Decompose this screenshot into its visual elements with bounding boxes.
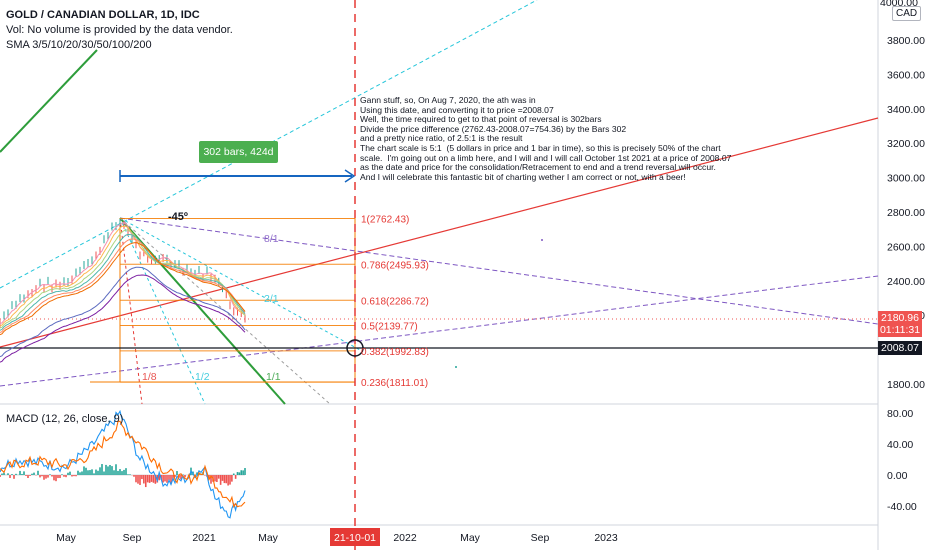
- sma-legend[interactable]: SMA 3/5/10/20/30/50/100/200: [6, 39, 152, 51]
- time-marker-badge: [330, 528, 380, 546]
- fib-level-label: 0.382(1992.83): [361, 347, 429, 358]
- fib-retracement[interactable]: [90, 217, 355, 383]
- fib-level-label: 0.5(2139.77): [361, 322, 418, 333]
- price-tick-label: 3200.00: [887, 138, 925, 150]
- countdown-value: 01:11:31: [879, 324, 921, 336]
- level-price-tag: [878, 341, 922, 355]
- price-tick-label: 2400.00: [887, 276, 925, 288]
- sma-line: [0, 229, 246, 329]
- macd-axis: 80.00 40.00 0.00 -40.00: [887, 408, 917, 513]
- gann-2-1-line: [119, 217, 361, 351]
- price-axis[interactable]: 3800.00 3600.00 3400.00 3200.00 3000.00 2800.…: [887, 35, 925, 391]
- price-tick-label: 2800.00: [887, 207, 925, 219]
- time-tick-label: May: [56, 532, 77, 544]
- time-tick-label: May: [258, 532, 279, 544]
- gann-labels: 8/1 2/1 1/8 1/2 1/1: [142, 233, 281, 383]
- time-tick-label: 2021: [192, 532, 216, 544]
- time-axis[interactable]: May Sep 2021 May 2022 May Sep 2023: [56, 532, 618, 544]
- time-marker-label: 21-10-01: [334, 532, 376, 544]
- macd-tick-label: 0.00: [887, 470, 908, 482]
- sma-line: [0, 233, 246, 331]
- gann-fan-label: 1/8: [142, 371, 157, 383]
- price-series: [0, 218, 246, 363]
- time-tick-label: May: [460, 532, 481, 544]
- target-circle: [346, 339, 364, 357]
- macd-pane: [0, 409, 246, 519]
- signal-line: [0, 420, 246, 509]
- price-tick-label: 3000.00: [887, 173, 925, 185]
- sma-line: [0, 222, 246, 325]
- macd-tick-label: 80.00: [887, 408, 913, 420]
- price-tick-label: 3400.00: [887, 104, 925, 116]
- top-price-tick: 4000.00: [880, 0, 918, 9]
- sma-line: [0, 274, 246, 363]
- level-price-value: 2008.07: [881, 342, 919, 354]
- price-tick-label: 2600.00: [887, 241, 925, 253]
- macd-tick-label: 40.00: [887, 439, 913, 451]
- price-tick-label: 3600.00: [887, 69, 925, 81]
- gann-fan-label: 1/2: [195, 371, 210, 383]
- time-tick-label: Sep: [123, 532, 142, 544]
- macd-tick-label: -40.00: [887, 501, 917, 513]
- macd-legend[interactable]: MACD (12, 26, close, 9): [6, 413, 124, 425]
- gann-1-2-line: [119, 217, 206, 405]
- sma-line: [0, 225, 246, 327]
- time-tick-label: Sep: [531, 532, 550, 544]
- green-trend-line: [0, 49, 98, 153]
- volume-notice: Vol: No volume is provided by the data v…: [6, 24, 233, 36]
- fib-labels: 1(2762.43) 0.786(2495.93) 0.618(2286.72) 0.…: [361, 214, 429, 389]
- bars-range-badge: 302 bars, 424d: [199, 141, 278, 163]
- gann-fan-label: 1/1: [266, 371, 281, 383]
- time-tick-label: 2022: [393, 532, 417, 544]
- gann-fan-label: 2/1: [264, 293, 279, 305]
- gann-fan-label: 8/1: [264, 233, 279, 245]
- dot-marker: [455, 366, 457, 368]
- chart-title: GOLD / CANADIAN DOLLAR, 1D, IDC: [6, 9, 200, 21]
- gann-note-text: Gann stuff, so, On Aug 7, 2020, the ath …: [360, 95, 732, 182]
- sma-line: [0, 242, 246, 336]
- fib-level-label: 0.618(2286.72): [361, 296, 429, 307]
- price-tick-label: 1800.00: [887, 379, 925, 391]
- price-tick-label: 3800.00: [887, 35, 925, 47]
- purple-rising-line: [0, 275, 879, 387]
- sma-line: [0, 238, 246, 333]
- currency-badge[interactable]: CAD: [892, 6, 922, 21]
- last-price-value: 2180.96: [881, 312, 919, 324]
- dot-marker: [541, 239, 543, 241]
- angle-label: -45º: [168, 211, 188, 223]
- fib-level-label: 0.786(2495.93): [361, 260, 429, 271]
- fib-level-label: 1(2762.43): [361, 214, 409, 225]
- red-trend-line: [0, 117, 879, 348]
- fib-level-label: 0.236(1811.01): [361, 378, 428, 389]
- arrow-head-icon: [344, 169, 356, 183]
- last-price-tag: [878, 311, 922, 337]
- sma-line: [0, 266, 246, 358]
- time-tick-label: 2023: [594, 532, 618, 544]
